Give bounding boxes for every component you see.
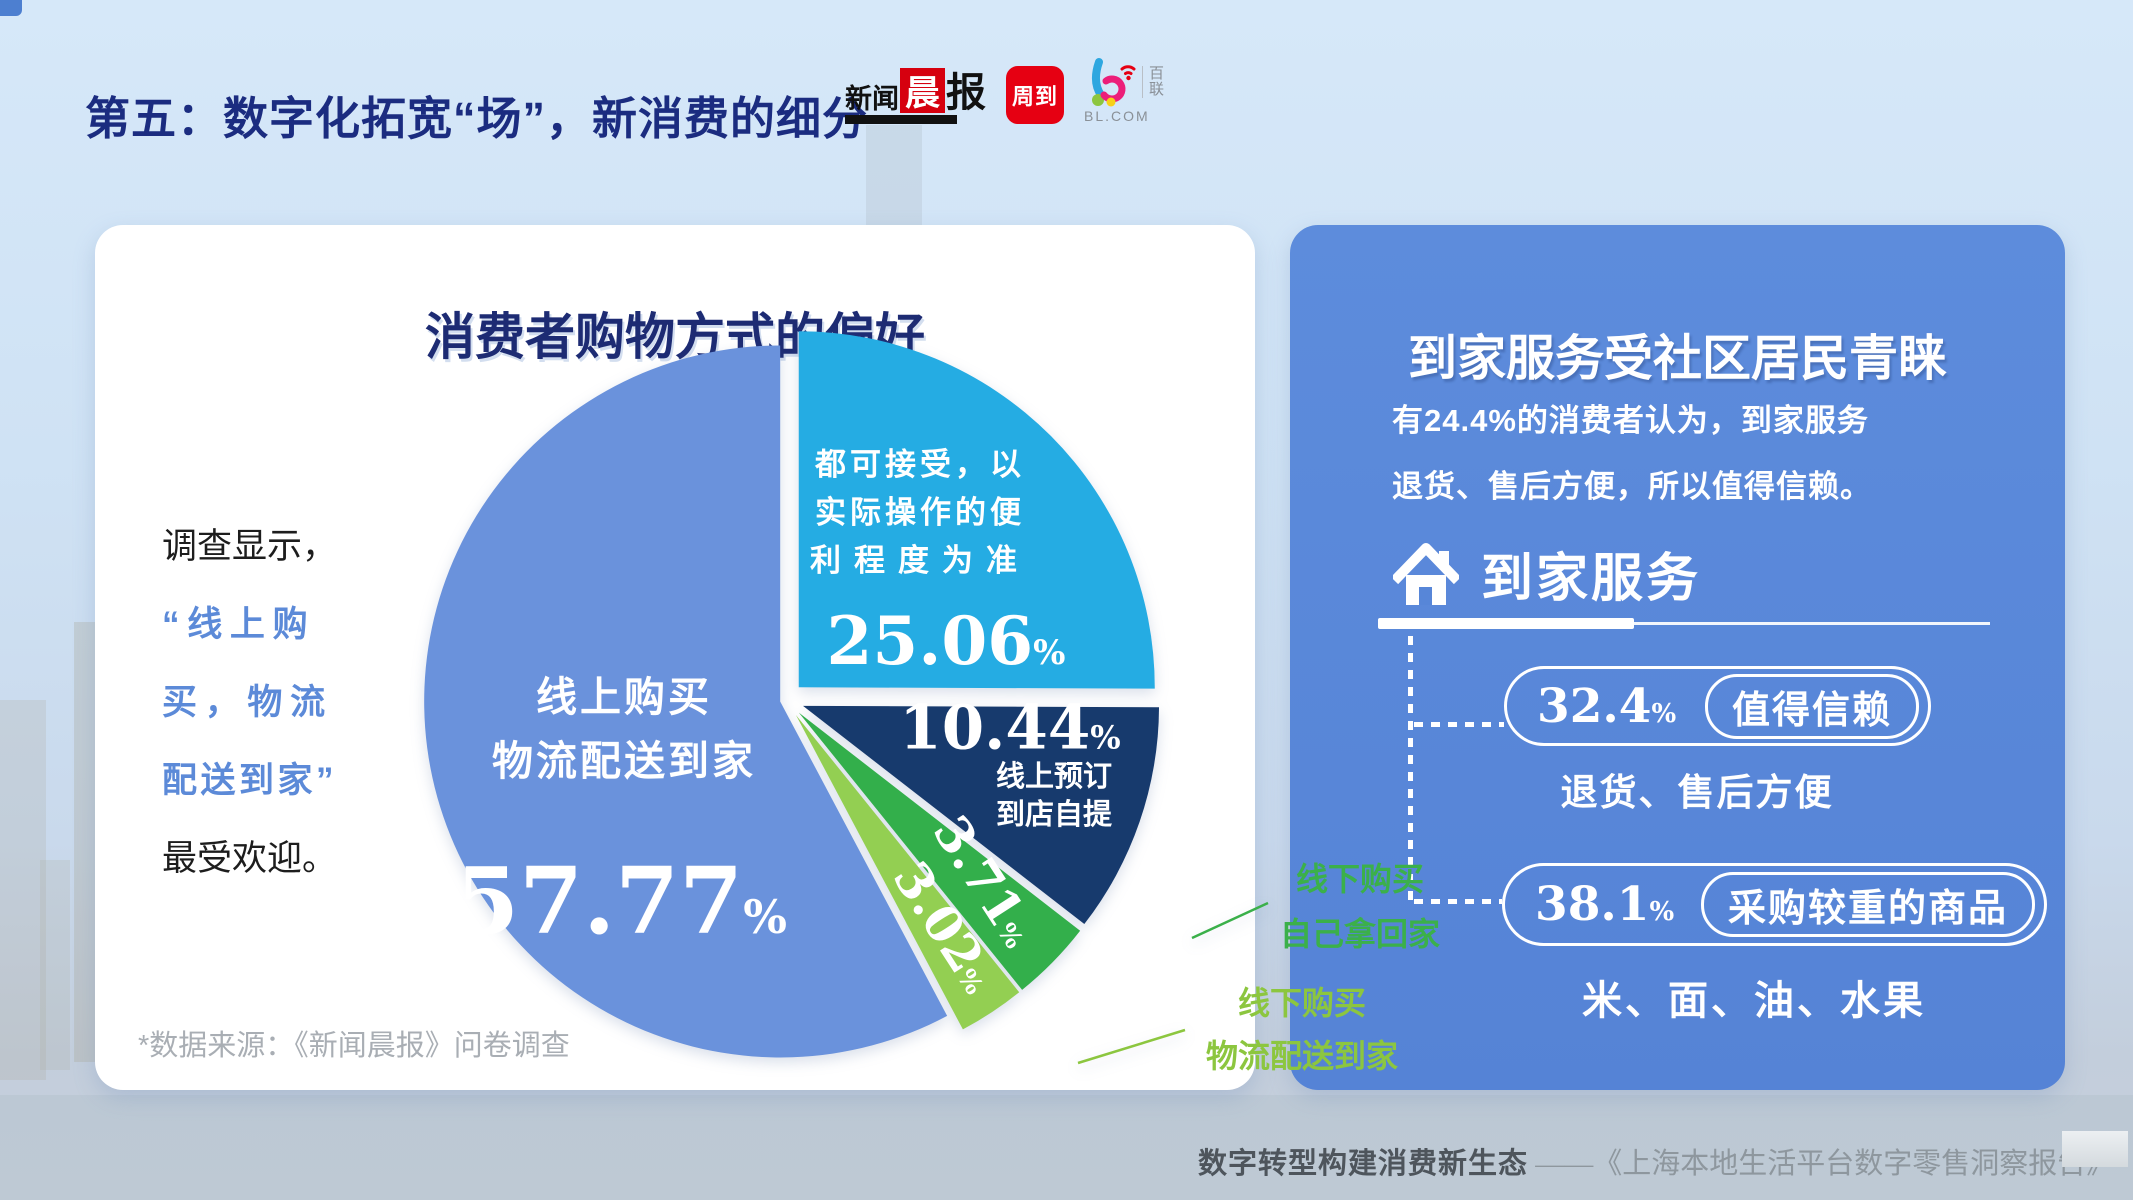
logo-text: 晨	[900, 68, 945, 113]
slice-label-online-delivery: 线上购买 物流配送到家	[492, 674, 756, 784]
slice-value-reserve-pickup: 10.44%	[899, 692, 1121, 764]
page-title: 第五：数字化拓宽“场”，新消费的细分	[85, 93, 869, 145]
logo-text: 百	[1149, 65, 1165, 82]
dotted-connector	[1414, 899, 1502, 904]
data-source-note: *数据来源：《新闻晨报》问卷调查	[138, 1030, 570, 1062]
right-card-paragraph: 有24.4%的消费者认为，到家服务 退货、售后方便，所以值得信赖。	[1392, 388, 1972, 520]
stat-subtext: 退货、售后方便	[1560, 772, 1834, 813]
stat-badge: 采购较重的商品	[1700, 872, 2035, 937]
home-delivery-label: 到家服务	[1481, 550, 1702, 608]
stat-subtext: 米、面、油、水果	[1582, 979, 1926, 1023]
slice-label-offline-delivery: 线下购买 物流配送到家	[1205, 985, 1399, 1074]
logo-text: 周到	[1011, 84, 1058, 109]
bailian-logo: 百 联 BL.COM	[1084, 57, 1164, 124]
footer-slogan: 数字转型构建消费新生态	[1198, 1148, 1529, 1180]
heading-rule-thin	[1634, 622, 1990, 625]
background-tower	[866, 125, 922, 235]
dotted-connector-vertical	[1408, 636, 1413, 908]
dotted-connector	[1414, 722, 1504, 727]
slice-label-offline-carry: 线下购买 自己拿回家	[1279, 861, 1441, 952]
stat-pill-heavy-goods: 38.1% 采购较重的商品	[1502, 863, 2047, 946]
logo-text: BL.COM	[1084, 108, 1150, 124]
logo-row: 新闻 晨 报 周到 百 联	[845, 58, 1164, 124]
house-icon	[1393, 542, 1459, 605]
stat-badge: 值得信赖	[1704, 673, 1919, 739]
footer: 数字转型构建消费新生态 ——《上海本地生活平台数字零售洞察报告》	[1198, 1140, 2115, 1182]
background-building	[40, 860, 70, 1070]
logo-text: 新闻	[845, 84, 899, 114]
slice-value-online-delivery: 57.77%	[455, 847, 787, 955]
paragraph-line: 有24.4%的消费者认为，到家服务	[1392, 403, 1869, 438]
intro-line-highlight: “线上购	[162, 605, 316, 644]
heading-rule	[1378, 618, 1634, 629]
xinwen-chenbao-logo: 新闻 晨 报	[845, 68, 986, 124]
slice-value-either-ok: 25.06%	[826, 602, 1066, 680]
footer-page-box	[2062, 1131, 2128, 1167]
slice-label-either-ok: 都可接受，以 实际操作的便 利程度为准	[810, 447, 1030, 578]
home-delivery-heading: 到家服务	[1393, 536, 1701, 611]
footer-report-title: ——《上海本地生活平台数字零售洞察报告》	[1528, 1148, 2116, 1180]
stat-percent: 38.1%	[1535, 877, 1675, 932]
logo-text: 联	[1149, 81, 1165, 98]
intro-line: 最受欢迎。	[162, 839, 338, 878]
stat-pill-trust: 32.4% 值得信赖	[1504, 666, 1931, 746]
intro-line-highlight: 配送到家”	[162, 761, 338, 800]
intro-line: 调查显示，	[162, 527, 338, 566]
chart-title: 消费者购物方式的偏好	[425, 308, 925, 365]
background-water	[0, 1095, 2133, 1200]
slice-label-reserve-pickup: 线上预订 到店自提	[995, 761, 1113, 831]
right-card-title: 到家服务受社区居民青睐	[1407, 331, 1947, 386]
zhoudao-logo: 周到	[1006, 66, 1064, 124]
corner-decoration	[0, 0, 22, 16]
logo-text: 报	[946, 71, 986, 115]
background-building	[0, 700, 46, 1080]
chart-intro-text: 调查显示， “线上购 买，物流 配送到家” 最受欢迎。	[162, 508, 442, 898]
stat-percent: 32.4%	[1537, 678, 1677, 734]
intro-line-highlight: 买，物流	[162, 683, 333, 722]
paragraph-line: 退货、售后方便，所以值得信赖。	[1392, 469, 1872, 504]
bailian-mark-icon	[1092, 58, 1136, 107]
logo-bar	[845, 115, 957, 124]
